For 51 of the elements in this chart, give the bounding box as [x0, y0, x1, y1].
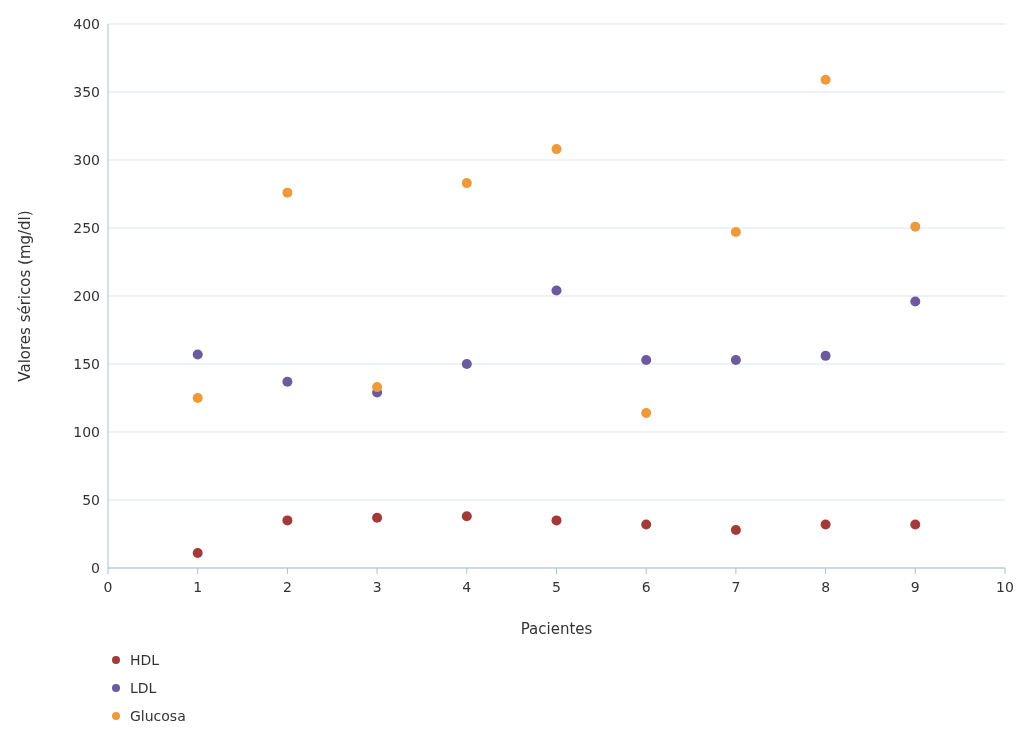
- x-tick-label: 1: [193, 579, 203, 595]
- legend-label: Glucosa: [130, 707, 186, 724]
- legend-label: LDL: [130, 679, 157, 696]
- point: [641, 519, 652, 530]
- y-tick-label: 0: [91, 559, 100, 576]
- y-tick-label: 200: [73, 287, 100, 304]
- x-tick-label: 3: [372, 579, 382, 595]
- point: [192, 548, 203, 559]
- point: [730, 524, 741, 535]
- x-tick-label: 5: [552, 579, 561, 595]
- x-tick-label: 4: [462, 579, 472, 595]
- x-tick-label: 10: [996, 579, 1014, 595]
- point: [641, 407, 652, 418]
- point: [820, 74, 831, 85]
- y-tick-label: 300: [73, 151, 100, 168]
- y-tick-label: 50: [82, 491, 100, 508]
- point: [372, 512, 383, 523]
- y-tick-label: 100: [73, 423, 100, 440]
- point: [820, 519, 831, 530]
- point: [461, 511, 472, 522]
- y-tick-label: 150: [73, 355, 100, 372]
- point: [910, 221, 921, 232]
- x-tick-label: 6: [641, 579, 651, 595]
- point: [641, 354, 652, 365]
- x-tick-label: 9: [910, 579, 920, 595]
- x-axis-title: Pacientes: [520, 620, 593, 638]
- y-tick-label: 400: [73, 15, 100, 32]
- x-tick-label: 0: [103, 579, 113, 595]
- point: [282, 515, 293, 526]
- point: [192, 349, 203, 360]
- x-tick-label: 2: [282, 579, 292, 595]
- point: [730, 227, 741, 238]
- x-tick-label: 8: [821, 579, 831, 595]
- point: [461, 359, 472, 369]
- point: [372, 382, 383, 393]
- y-tick-label: 350: [73, 83, 100, 100]
- point: [910, 296, 921, 307]
- point: [551, 144, 562, 155]
- y-axis-title: Valores séricos (mg/dl): [16, 210, 34, 382]
- point: [551, 515, 562, 526]
- point: [192, 393, 203, 403]
- legend-label: HDL: [130, 651, 160, 668]
- y-tick-label: 250: [73, 219, 100, 236]
- point: [551, 285, 562, 296]
- point: [282, 376, 293, 387]
- point: [461, 178, 472, 189]
- point: [910, 519, 921, 530]
- point: [282, 187, 293, 198]
- point: [820, 350, 831, 361]
- point: [730, 354, 741, 365]
- x-tick-label: 7: [731, 579, 741, 595]
